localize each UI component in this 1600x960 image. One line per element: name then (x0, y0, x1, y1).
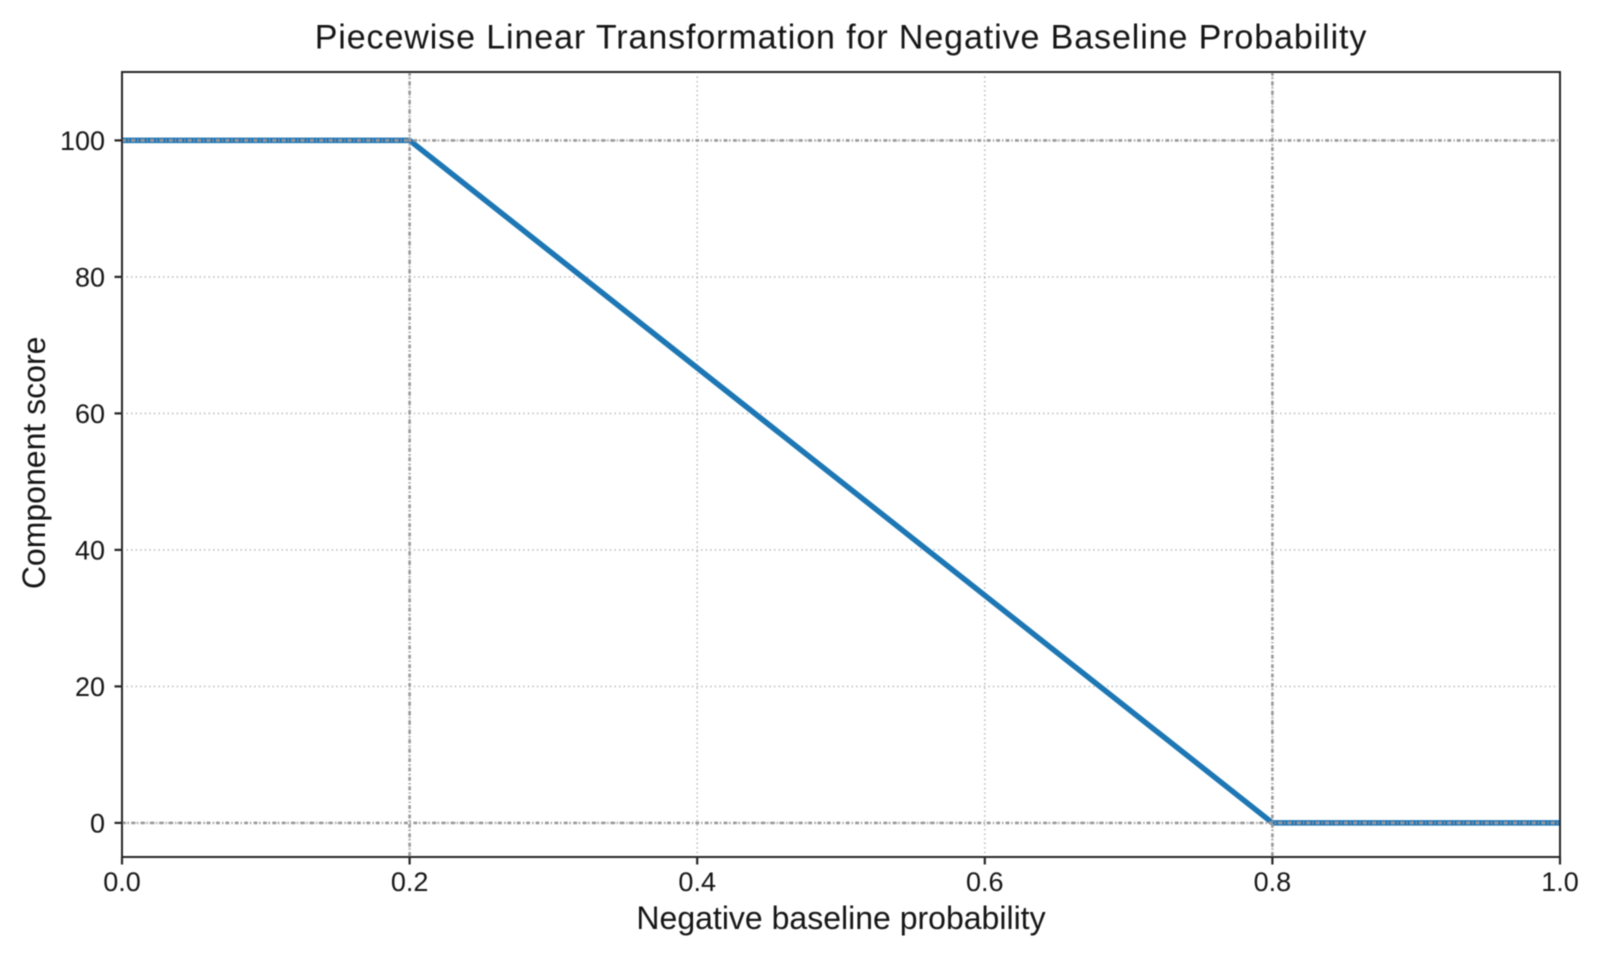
svg-text:100: 100 (60, 126, 105, 156)
svg-text:Component score: Component score (16, 337, 52, 590)
svg-text:Piecewise Linear Transformatio: Piecewise Linear Transformation for Nega… (315, 19, 1368, 57)
svg-text:0.8: 0.8 (1254, 867, 1292, 897)
svg-text:80: 80 (75, 263, 105, 293)
svg-text:40: 40 (75, 536, 105, 566)
svg-text:20: 20 (75, 672, 105, 702)
svg-text:Negative baseline probability: Negative baseline probability (636, 900, 1045, 936)
svg-text:0.2: 0.2 (391, 867, 429, 897)
svg-text:0.6: 0.6 (966, 867, 1004, 897)
svg-text:60: 60 (75, 399, 105, 429)
svg-text:1.0: 1.0 (1541, 867, 1579, 897)
svg-text:0: 0 (90, 809, 105, 839)
svg-text:0.4: 0.4 (678, 867, 716, 897)
svg-text:0.0: 0.0 (103, 867, 141, 897)
